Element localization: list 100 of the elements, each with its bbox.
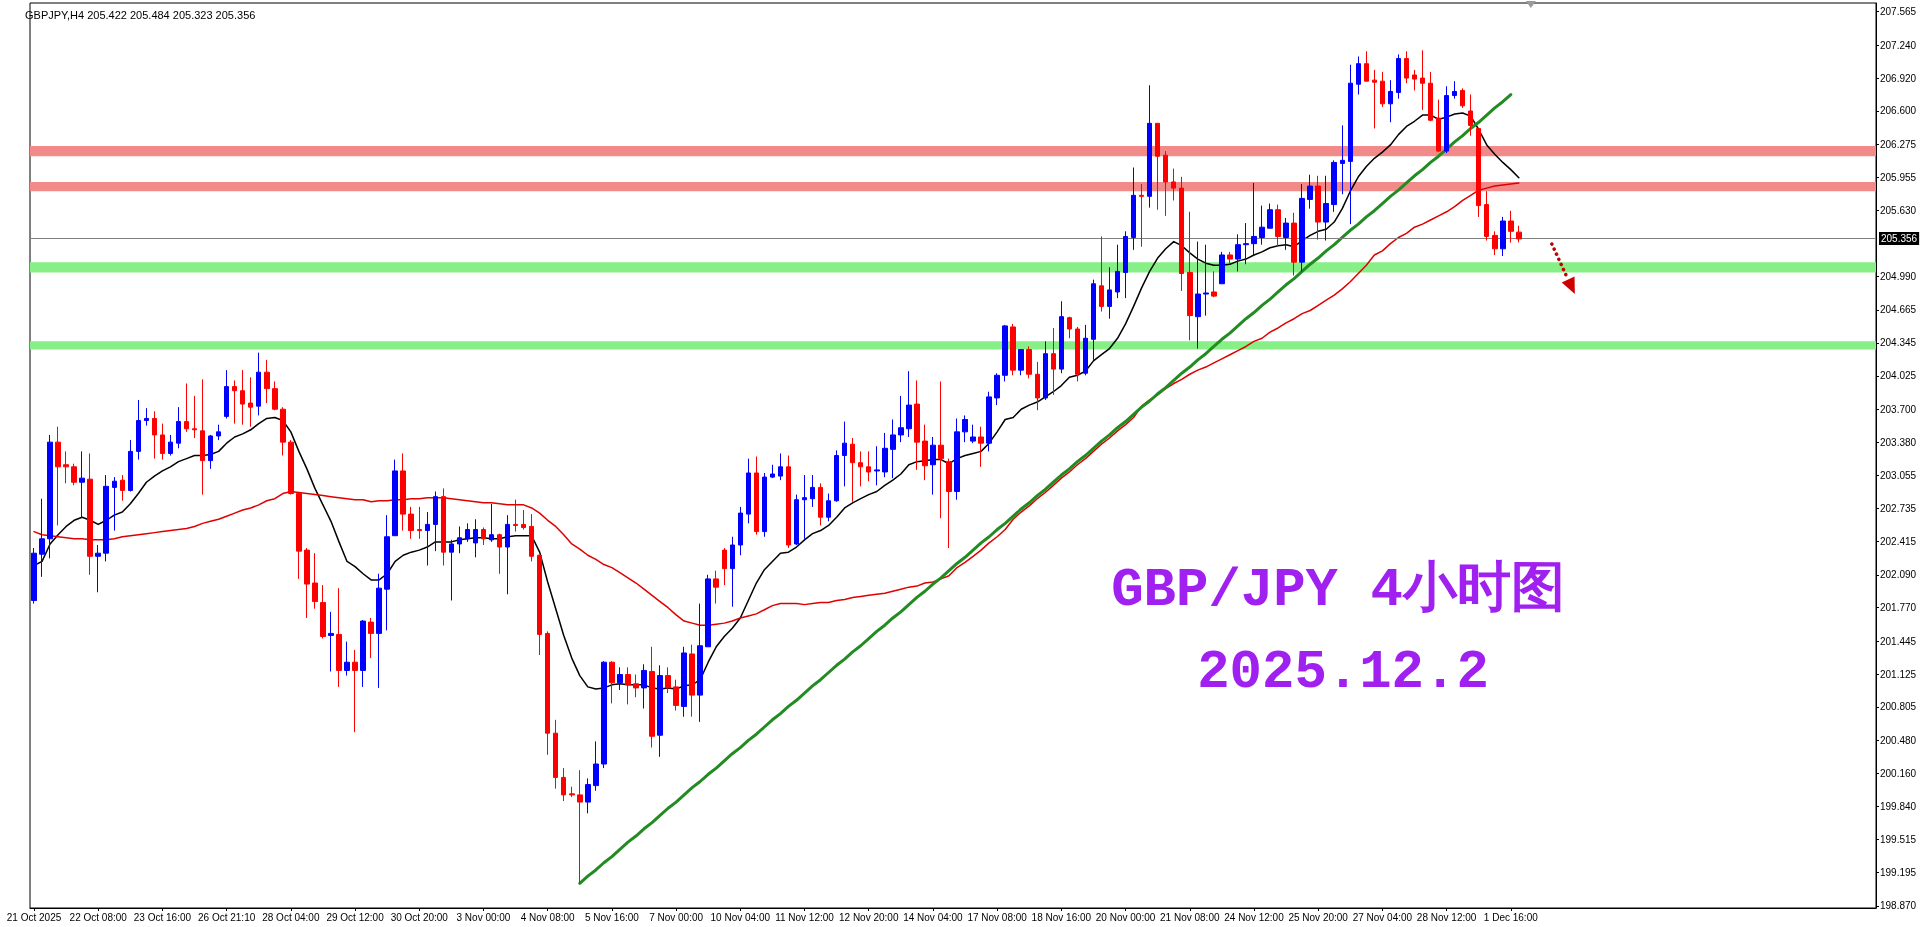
candlestick: [826, 493, 831, 522]
candlestick: [1323, 175, 1329, 242]
candlestick: [1083, 324, 1088, 376]
x-tick-label: 14 Nov 04:00: [903, 911, 964, 923]
candlestick: [1051, 327, 1056, 396]
candlestick: [778, 452, 783, 481]
candlestick: [200, 378, 205, 496]
candlestick: [176, 406, 181, 449]
candlestick: [673, 679, 679, 712]
candlestick: [569, 786, 575, 798]
candlestick: [160, 423, 165, 461]
candlestick: [1492, 230, 1498, 256]
candlestick: [553, 719, 558, 790]
candlestick: [87, 452, 93, 576]
candlestick: [762, 472, 767, 538]
candlestick: [288, 439, 294, 496]
candlestick: [1075, 326, 1080, 382]
x-tick-label: 17 Nov 08:00: [967, 911, 1028, 923]
candlestick: [1195, 241, 1201, 350]
candlestick: [417, 506, 422, 540]
y-tick-label: 204.990: [1880, 271, 1917, 283]
candlestick: [970, 424, 976, 444]
y-tick-label: 200.480: [1880, 734, 1917, 746]
candlestick: [39, 498, 45, 578]
y-tick-label: 204.665: [1880, 304, 1917, 316]
candlestick: [1372, 69, 1377, 129]
candlestick: [1131, 167, 1136, 251]
candlestick: [657, 664, 663, 758]
x-tick-label: 22 Oct 08:00: [69, 911, 128, 923]
candlestick: [930, 436, 936, 496]
y-tick-label: 203.055: [1880, 470, 1917, 482]
candlestick: [1468, 94, 1473, 137]
candlestick: [1460, 87, 1465, 109]
candlestick: [890, 419, 896, 479]
candlestick: [1307, 174, 1313, 210]
candlestick: [713, 570, 719, 605]
candlestick: [802, 474, 807, 540]
candlestick: [457, 525, 462, 554]
candlestick: [384, 514, 390, 631]
candlestick: [770, 464, 775, 479]
ref-line-label: 205.356: [1881, 233, 1918, 245]
candlestick: [689, 644, 695, 718]
candlestick: [1002, 324, 1008, 382]
candlestick: [906, 370, 912, 438]
x-tick-label: 5 Nov 16:00: [584, 911, 640, 923]
candlestick: [352, 649, 358, 733]
candlestick: [232, 379, 237, 425]
candlestick: [505, 514, 510, 595]
candlestick: [47, 434, 53, 559]
y-tick-label: 199.195: [1880, 867, 1917, 879]
candlestick: [954, 417, 960, 501]
candlestick: [1123, 230, 1128, 299]
candlestick: [449, 539, 454, 602]
candlestick: [858, 450, 863, 487]
candlestick: [31, 547, 37, 605]
candlestick: [705, 574, 711, 648]
y-tick-label: 203.700: [1880, 403, 1917, 415]
candlestick: [754, 456, 759, 536]
candlestick: [152, 410, 157, 460]
x-tick-label: 11 Nov 12:00: [775, 911, 835, 923]
candlestick: [481, 526, 486, 546]
candlestick: [922, 424, 928, 481]
x-tick-label: 25 Nov 20:00: [1288, 911, 1349, 923]
candlestick: [649, 646, 655, 749]
candlestick: [360, 619, 366, 688]
candlestick: [1348, 64, 1353, 225]
candlestick: [1163, 150, 1168, 217]
candlestick: [256, 352, 261, 416]
candlestick: [1147, 84, 1152, 209]
candlestick: [722, 547, 727, 586]
candlestick: [240, 369, 245, 426]
candlestick: [1010, 323, 1016, 376]
candlestick: [1484, 190, 1489, 242]
x-tick-label: 21 Nov 08:00: [1160, 911, 1220, 923]
candlestick: [978, 426, 984, 468]
candlestick: [408, 506, 414, 540]
candlestick: [1275, 204, 1281, 248]
candlestick: [224, 369, 229, 419]
candlestick: [617, 666, 623, 691]
candlestick: [336, 587, 342, 688]
candlestick: [248, 376, 253, 428]
candlestick: [433, 490, 438, 552]
candlestick: [577, 769, 583, 884]
line-series: [578, 93, 1513, 885]
candlestick: [898, 395, 904, 443]
y-tick-label: 201.125: [1880, 668, 1917, 680]
y-tick-label: 205.955: [1880, 171, 1917, 183]
y-tick-label: 199.840: [1880, 800, 1917, 812]
x-tick-label: 21 Oct 2025: [6, 911, 62, 923]
y-tick-label: 207.565: [1880, 6, 1917, 18]
y-tick-label: 207.240: [1880, 39, 1917, 51]
annotation: 2025.12.2: [1197, 641, 1489, 703]
candlestick: [1115, 244, 1120, 299]
x-tick-label: 24 Nov 12:00: [1224, 911, 1285, 923]
candlestick: [465, 522, 470, 543]
candlestick: [786, 455, 791, 549]
candlestick: [681, 646, 687, 718]
candlestick: [1243, 222, 1249, 265]
candlestick: [1059, 300, 1064, 374]
candlestick: [818, 482, 823, 526]
